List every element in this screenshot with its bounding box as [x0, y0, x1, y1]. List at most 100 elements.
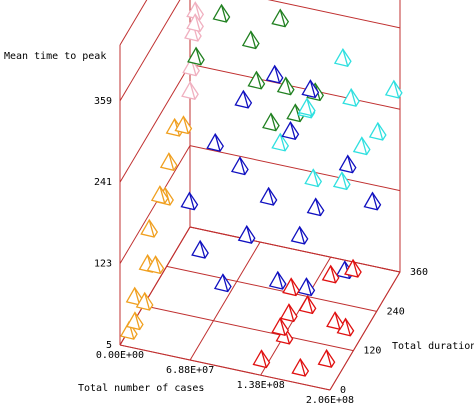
- pyramid-face: [332, 171, 351, 191]
- pyramid-edge: [393, 80, 400, 99]
- point: [125, 311, 144, 331]
- pyramid-edge: [270, 113, 277, 131]
- point: [234, 89, 253, 109]
- pyramid-face: [363, 191, 382, 211]
- pyramid-edge: [148, 219, 155, 238]
- point: [259, 186, 278, 206]
- pyramid-face: [317, 348, 336, 368]
- x-tick-label: 6.88E+07: [166, 365, 214, 376]
- pyramid-face: [259, 186, 278, 206]
- point: [191, 239, 209, 259]
- point: [237, 224, 256, 244]
- pyramid-face: [297, 277, 316, 297]
- z-tick-label: 5: [106, 340, 112, 351]
- pyramid-face: [282, 277, 300, 297]
- pyramid-face: [297, 97, 316, 117]
- pyramid-edge: [325, 349, 332, 368]
- pyramid-edge: [315, 198, 322, 216]
- point: [271, 132, 290, 152]
- pyramid-edge: [288, 304, 295, 322]
- pyramid-edge: [159, 186, 166, 204]
- point: [321, 264, 340, 284]
- pyramid-face: [262, 112, 280, 132]
- pyramid-edge: [214, 133, 221, 152]
- pyramid-edge: [168, 153, 175, 171]
- pyramid-face: [368, 121, 387, 141]
- pyramid-face: [271, 8, 290, 28]
- pyramid-edge: [182, 116, 189, 134]
- y-axis-title: Total duration: [392, 341, 474, 352]
- grid-line: [119, 0, 181, 102]
- pyramid-edge: [195, 47, 202, 65]
- pyramid-edge: [189, 82, 196, 100]
- point: [247, 70, 266, 90]
- point: [252, 349, 271, 369]
- pyramid-edge: [344, 318, 351, 336]
- pyramid-edge: [267, 187, 275, 206]
- point: [297, 277, 316, 297]
- z-tick-label: 241: [94, 177, 112, 188]
- pyramid-face: [333, 47, 352, 67]
- point: [363, 191, 382, 211]
- z-axis-title: Mean time to peak: [4, 51, 106, 62]
- y-tick-label: 0: [340, 385, 346, 396]
- point: [146, 255, 165, 275]
- point: [333, 47, 352, 67]
- pyramid-edge: [134, 287, 141, 306]
- point: [187, 46, 205, 66]
- pyramid-edge: [164, 187, 171, 206]
- pyramid-face: [206, 132, 224, 152]
- pyramid-edge: [274, 65, 281, 84]
- pyramid-face: [290, 225, 309, 245]
- pyramid-edge: [277, 271, 284, 290]
- pyramid-face: [159, 152, 178, 172]
- box-edge: [119, 0, 148, 46]
- point: [297, 97, 316, 117]
- pyramid-face: [321, 264, 340, 284]
- point: [290, 225, 309, 245]
- pyramid-face: [241, 30, 260, 50]
- pyramid-edge: [285, 77, 292, 95]
- pyramid-edge: [194, 14, 201, 32]
- point: [174, 115, 193, 135]
- point: [186, 1, 205, 21]
- point: [230, 156, 249, 176]
- pyramid-edge: [371, 192, 378, 210]
- pyramid-face: [301, 79, 320, 99]
- grid-line: [189, 241, 261, 361]
- point: [186, 13, 204, 33]
- pyramid-face: [265, 64, 284, 84]
- point: [206, 132, 224, 152]
- point: [304, 168, 323, 188]
- z-tick-label: 359: [94, 96, 112, 107]
- pyramid-face: [352, 136, 371, 156]
- point: [291, 357, 310, 377]
- point: [338, 154, 357, 174]
- point: [150, 185, 169, 205]
- point: [135, 291, 154, 311]
- pyramid-face: [384, 79, 403, 99]
- pyramid-edge: [260, 350, 267, 368]
- pyramid-edge: [279, 9, 286, 27]
- pyramid-face: [174, 115, 193, 135]
- point: [181, 80, 199, 100]
- grid-line: [189, 63, 401, 110]
- pyramid-face: [342, 87, 360, 107]
- pyramid-face: [268, 270, 287, 290]
- pyramid-edge: [246, 225, 253, 244]
- point: [213, 273, 232, 293]
- pyramid-edge: [294, 104, 301, 122]
- pyramid-edge: [255, 71, 262, 89]
- y-tick-label: 240: [387, 306, 405, 317]
- pyramid-face: [298, 295, 317, 315]
- pyramid-face: [326, 311, 344, 331]
- x-tick-label: 2.06E+08: [306, 395, 354, 403]
- point: [368, 121, 387, 141]
- grid-line: [166, 265, 377, 312]
- point: [159, 152, 178, 172]
- point: [332, 171, 351, 191]
- x-tick-label: 1.38E+08: [237, 380, 285, 391]
- point: [268, 270, 287, 290]
- grid-line: [119, 63, 191, 183]
